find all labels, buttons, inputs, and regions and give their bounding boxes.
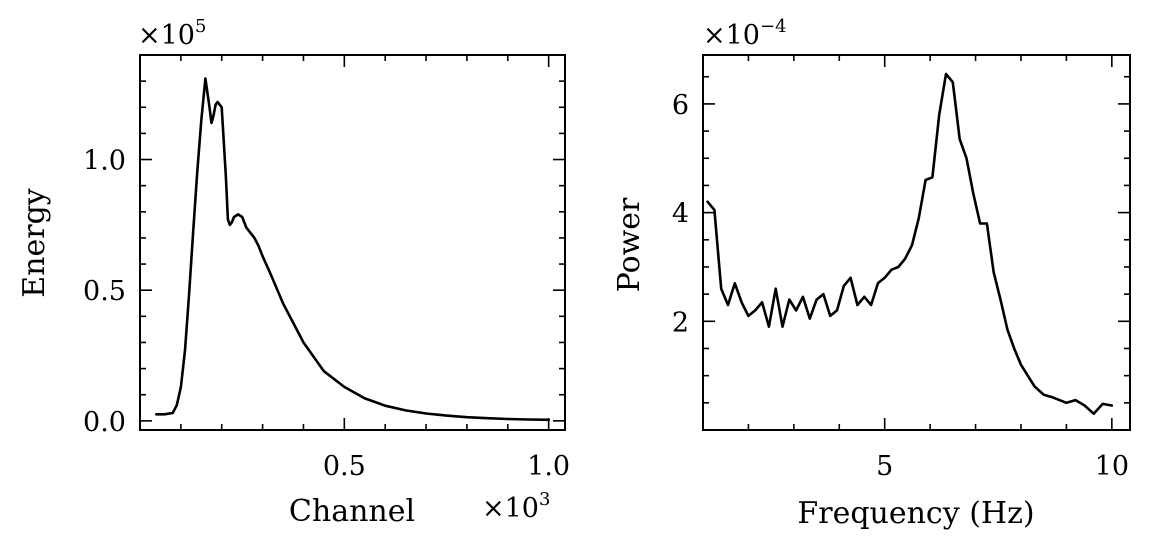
x-tick-label: 10 [1095, 451, 1129, 482]
y-tick-label: 0.5 [83, 276, 126, 307]
energy-x-axis-label: Channel [289, 494, 415, 529]
y-tick-label: 1.0 [83, 146, 126, 177]
energy-tick-labels: 0.5 1.0 0.0 0.5 1.0 [83, 146, 570, 482]
power-tick-labels: 5 10 2 4 6 [672, 90, 1129, 482]
energy-y-axis-label: Energy [17, 188, 52, 298]
energy-series-line [155, 77, 550, 422]
y-tick-label: 4 [672, 199, 689, 230]
power-y-axis-label: Power [612, 197, 647, 292]
power-y-multiplier: ×10−4 [703, 16, 787, 51]
x-tick-label: 5 [876, 451, 893, 482]
power-ticks [702, 55, 1130, 431]
power-plot-frame [702, 54, 1131, 431]
energy-plot-frame [139, 54, 566, 431]
y-tick-label: 6 [672, 90, 689, 121]
energy-y-multiplier: ×105 [138, 16, 206, 51]
power-series-line [706, 72, 1114, 415]
energy-chart-panel: 0.5 1.0 0.0 0.5 1.0 ×105 ×103 Channel Energy [17, 16, 570, 529]
y-tick-label: 0.0 [83, 407, 126, 438]
power-chart-panel: 5 10 2 4 6 ×10−4 Frequency (Hz) Power [612, 16, 1131, 531]
y-tick-label: 2 [672, 307, 689, 338]
energy-ticks [139, 54, 565, 430]
x-tick-label: 0.5 [323, 451, 366, 482]
x-tick-label: 1.0 [527, 451, 570, 482]
power-x-axis-label: Frequency (Hz) [797, 496, 1034, 531]
energy-x-multiplier: ×103 [482, 489, 550, 524]
